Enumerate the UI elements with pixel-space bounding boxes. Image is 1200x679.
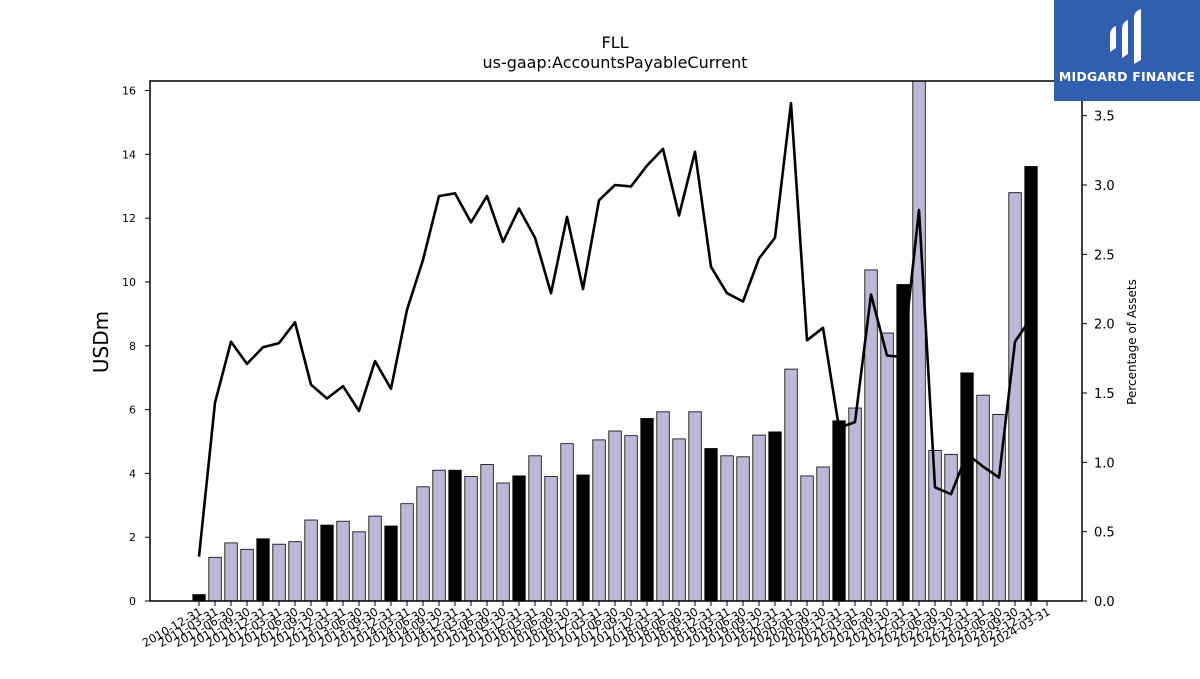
bar (240, 548, 254, 602)
y-tick-label: 4 (129, 467, 136, 480)
y2-tick-label: 3.5 (1094, 110, 1115, 125)
bar (368, 515, 382, 602)
percentage-line (197, 101, 1033, 557)
bar (352, 531, 366, 602)
y2-axis-label: Percentage of Assets (1125, 279, 1139, 405)
y2-tick-label: 0.0 (1094, 595, 1115, 610)
bar (544, 476, 558, 602)
y2-tick-label: 2.5 (1094, 248, 1115, 263)
bar (432, 469, 446, 602)
bar (752, 434, 766, 602)
y-tick-label: 2 (129, 531, 136, 544)
bar (320, 524, 334, 602)
bar (448, 469, 462, 602)
bars (192, 80, 1038, 602)
y-tick-label: 16 (122, 85, 136, 98)
bar (256, 538, 270, 602)
y2-tick-label: 3.0 (1094, 179, 1115, 194)
y-tick-label: 10 (122, 276, 136, 289)
logo-text: MIDGARD FINANCE (1058, 69, 1196, 84)
logo-mark-icon (1110, 9, 1141, 64)
bar (1024, 166, 1038, 602)
y-tick-label: 8 (129, 340, 136, 353)
bar (272, 543, 286, 602)
y2-tick-label: 2.0 (1094, 318, 1115, 333)
bar (304, 519, 318, 602)
bar (624, 435, 638, 602)
y2-tick-label: 1.0 (1094, 456, 1115, 471)
bar (560, 443, 574, 602)
bar (736, 456, 750, 602)
series-line (197, 101, 1033, 557)
bar (1008, 192, 1022, 602)
bar (816, 466, 830, 602)
bar (784, 368, 798, 602)
bar (608, 430, 622, 602)
bar (688, 411, 702, 602)
bar (672, 438, 686, 602)
bar (464, 476, 478, 602)
bar (704, 448, 718, 602)
bar (592, 439, 606, 602)
bar (944, 453, 958, 602)
y-tick-label: 6 (129, 404, 136, 417)
bar (192, 594, 206, 602)
axes: 02468101214160.00.51.01.52.02.53.03.5201… (122, 80, 1115, 650)
y-tick-label: 12 (122, 212, 136, 225)
bar (880, 332, 894, 602)
bar (800, 475, 814, 602)
chart-title: FLL (601, 33, 628, 52)
y2-tick-label: 0.5 (1094, 526, 1115, 541)
bar (896, 284, 910, 602)
plot-frame (149, 80, 1083, 602)
bar (208, 556, 222, 602)
y-tick-label: 14 (122, 148, 136, 161)
bar (640, 418, 654, 602)
bar (288, 541, 302, 602)
midgard-finance-logo: MIDGARD FINANCE (1054, 0, 1200, 101)
bar (224, 542, 238, 602)
bar (720, 455, 734, 602)
bar (480, 464, 494, 602)
bar (336, 520, 350, 602)
bar (912, 80, 926, 602)
bar (400, 503, 414, 602)
bar (384, 525, 398, 602)
bar (960, 372, 974, 602)
bar (576, 474, 590, 602)
bar (768, 431, 782, 602)
bar (848, 407, 862, 602)
bar (528, 455, 542, 602)
y-tick-label: 0 (129, 595, 136, 608)
y2-tick-label: 1.5 (1094, 387, 1115, 402)
y-axis-label: USDm (89, 311, 113, 373)
bar (656, 411, 670, 602)
bar (976, 394, 990, 602)
bar (512, 475, 526, 602)
bar (416, 486, 430, 602)
chart-subtitle: us-gaap:AccountsPayableCurrent (482, 53, 747, 72)
bar (496, 482, 510, 602)
bar (832, 420, 846, 602)
